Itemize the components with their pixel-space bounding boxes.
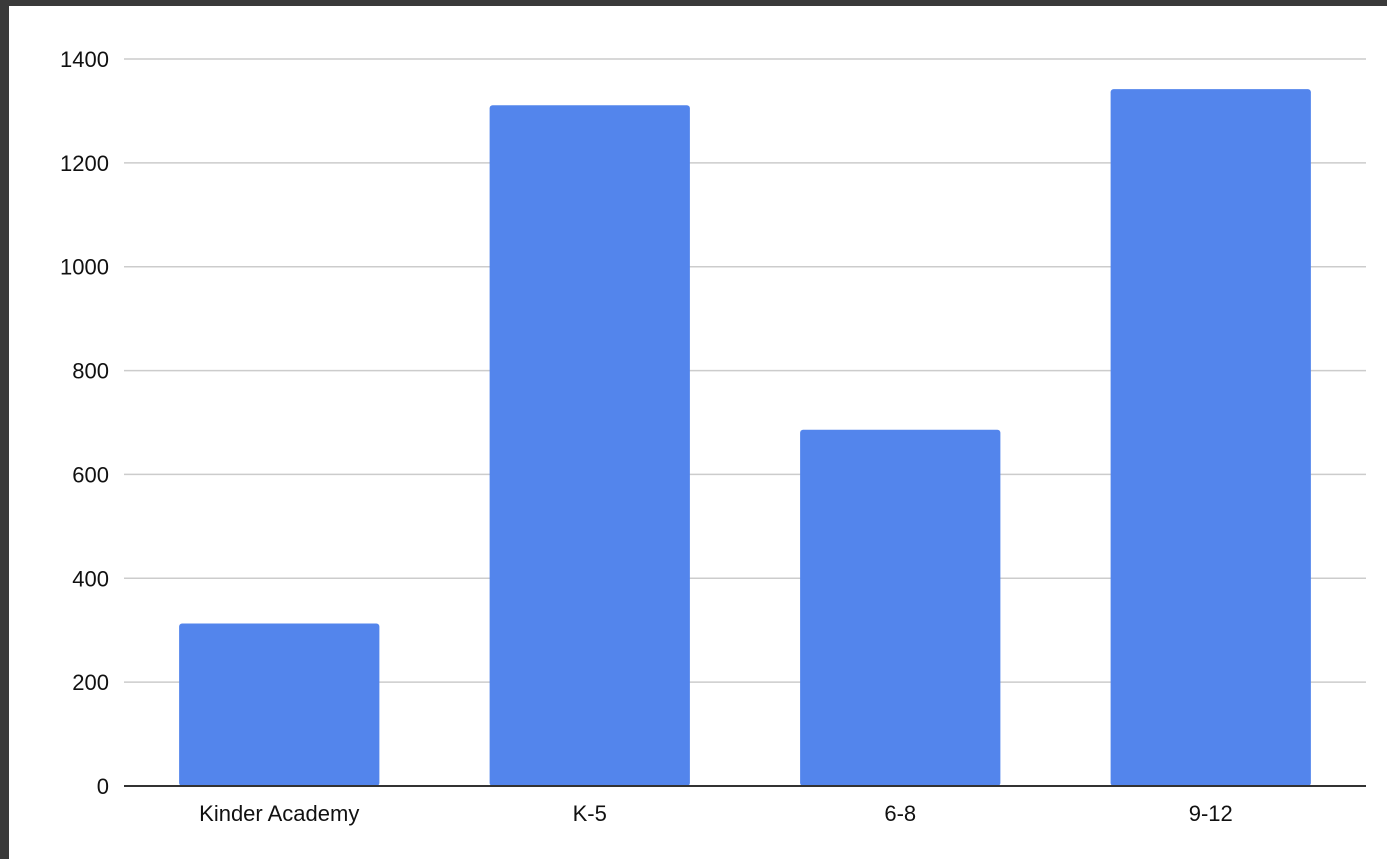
y-tick-label: 400	[72, 566, 109, 591]
bar-chart: 0 200 400 600 800 1000 1200 1400 Kinder Academy…	[60, 47, 1366, 826]
bar-kinder-academy	[179, 623, 380, 786]
y-tick-label: 600	[72, 462, 109, 487]
y-tick-label: 800	[72, 359, 109, 384]
x-tick-label: 9-12	[1189, 801, 1233, 826]
bar-6-8	[800, 429, 1001, 786]
y-tick-label: 1000	[60, 255, 109, 280]
bar-9-12	[1110, 89, 1311, 786]
bar-k-5	[489, 105, 690, 786]
x-tick-label: K-5	[573, 801, 607, 826]
x-tick-label: Kinder Academy	[199, 801, 359, 826]
y-tick-label: 1200	[60, 151, 109, 176]
y-axis-tick-labels: 0 200 400 600 800 1000 1200 1400	[60, 47, 109, 799]
y-tick-label: 0	[97, 774, 109, 799]
x-tick-label: 6-8	[884, 801, 916, 826]
y-tick-label: 200	[72, 670, 109, 695]
y-tick-label: 1400	[60, 47, 109, 72]
chart-panel: 0 200 400 600 800 1000 1200 1400 Kinder Academy…	[9, 6, 1387, 859]
bars	[179, 89, 1311, 786]
gridlines	[124, 58, 1366, 683]
x-axis-tick-labels: Kinder Academy K-5 6-8 9-12	[199, 801, 1233, 826]
